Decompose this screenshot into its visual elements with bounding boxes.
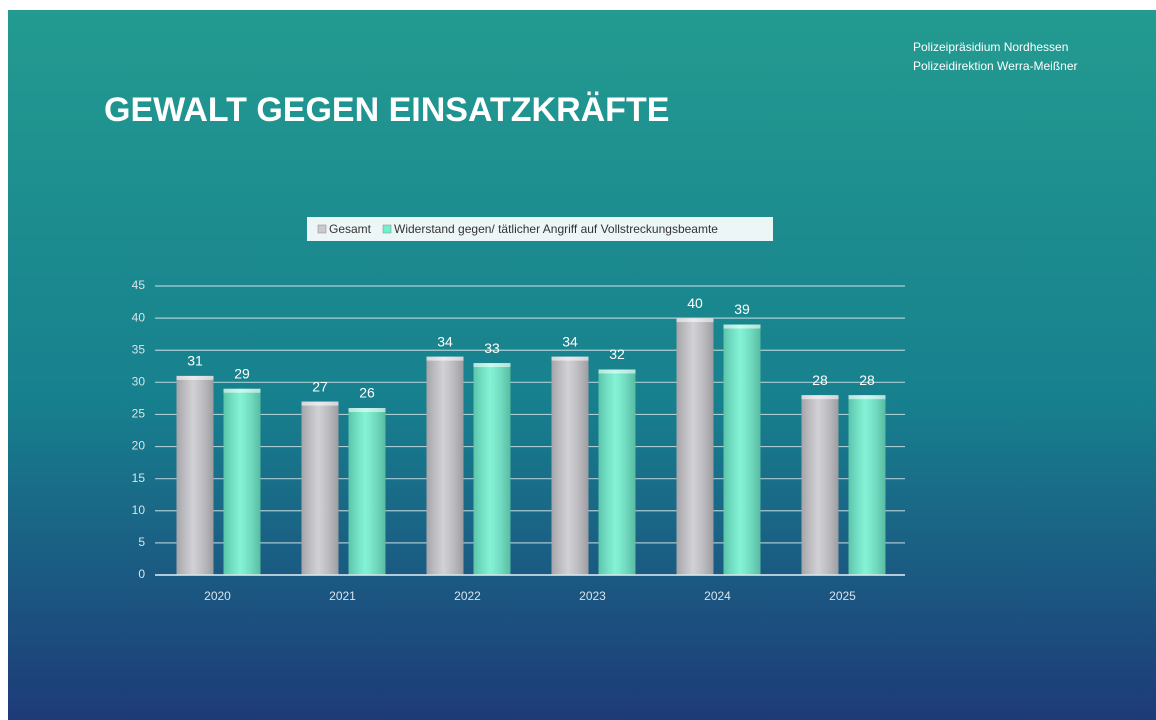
- y-tick-label: 40: [132, 310, 146, 324]
- data-label: 34: [437, 333, 453, 349]
- y-tick-label: 25: [132, 407, 146, 421]
- y-tick-label: 45: [132, 278, 146, 292]
- bar-cap: [551, 356, 589, 361]
- y-tick-label: 20: [132, 439, 146, 453]
- bar-cap: [801, 395, 839, 400]
- data-label: 28: [812, 372, 828, 388]
- bar-shade: [848, 395, 886, 575]
- legend-label: Widerstand gegen/ tätlicher Angriff auf …: [394, 222, 718, 236]
- legend-marker: [317, 224, 327, 234]
- legend-marker: [382, 224, 392, 234]
- bar-shade: [473, 363, 511, 575]
- y-tick-label: 5: [138, 535, 145, 549]
- bar-shade: [676, 318, 714, 575]
- y-tick-label: 30: [132, 375, 146, 389]
- y-tick-label: 10: [132, 503, 146, 517]
- bar-cap: [176, 375, 214, 380]
- bar-shade: [348, 408, 386, 575]
- bar-shade: [176, 375, 214, 575]
- bar-shade: [551, 356, 589, 575]
- data-label: 33: [484, 340, 500, 356]
- org-line: Polizeipräsidium Nordhessen: [913, 40, 1068, 54]
- bar-shade: [598, 369, 636, 575]
- bar-cap: [598, 369, 636, 374]
- x-tick-label: 2025: [829, 589, 856, 603]
- x-tick-label: 2020: [204, 589, 231, 603]
- x-tick-label: 2024: [704, 589, 731, 603]
- y-tick-label: 35: [132, 342, 146, 356]
- data-label: 31: [187, 353, 203, 369]
- data-label: 27: [312, 378, 328, 394]
- y-tick-label: 15: [132, 471, 146, 485]
- bar-shade: [426, 356, 464, 575]
- data-label: 28: [859, 372, 875, 388]
- chart-title: GEWALT GEGEN EINSATZKRÄFTE: [104, 91, 669, 129]
- bar-cap: [723, 324, 761, 329]
- data-label: 40: [687, 295, 703, 311]
- data-label: 32: [609, 346, 625, 362]
- data-label: 34: [562, 333, 578, 349]
- bar-shade: [301, 401, 339, 575]
- bar-shade: [723, 324, 761, 575]
- bar-cap: [348, 408, 386, 413]
- bar-cap: [223, 388, 261, 393]
- data-label: 39: [734, 301, 750, 317]
- legend-label: Gesamt: [329, 222, 372, 236]
- bar-shade: [223, 388, 261, 575]
- x-tick-label: 2022: [454, 589, 481, 603]
- data-label: 26: [359, 385, 375, 401]
- org-line: Polizeidirektion Werra-Meißner: [913, 59, 1078, 73]
- bar-cap: [473, 363, 511, 368]
- bar-cap: [676, 318, 714, 323]
- y-tick-label: 0: [138, 567, 145, 581]
- x-tick-label: 2023: [579, 589, 606, 603]
- bar-cap: [848, 395, 886, 400]
- bar-shade: [801, 395, 839, 575]
- data-label: 29: [234, 365, 250, 381]
- bar-cap: [426, 356, 464, 361]
- bar-cap: [301, 401, 339, 406]
- x-tick-label: 2021: [329, 589, 356, 603]
